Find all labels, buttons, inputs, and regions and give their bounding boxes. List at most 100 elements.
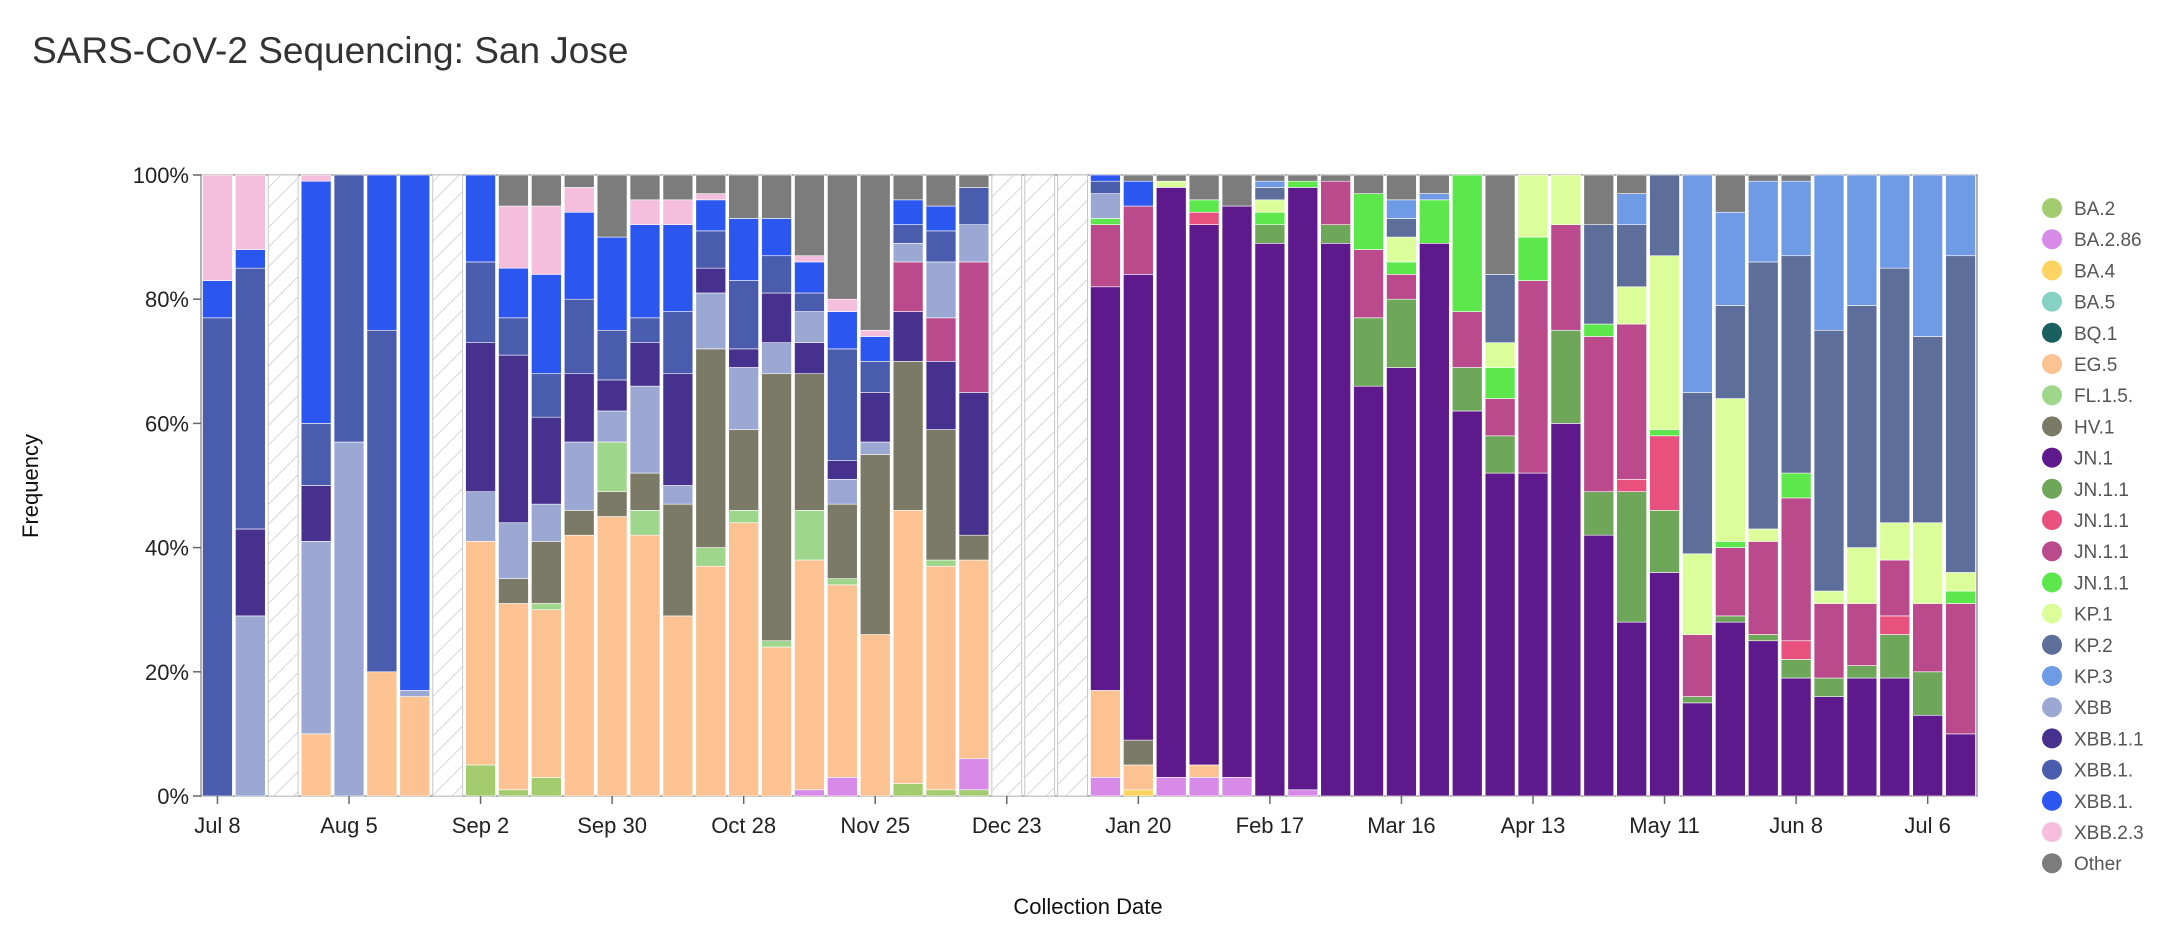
bar-segment-kp3[interactable] (1879, 174, 1911, 269)
bar-segment-jn11b[interactable] (1616, 478, 1647, 493)
week-bar[interactable] (761, 174, 792, 797)
bar-segment-jn1[interactable] (1287, 187, 1319, 791)
bar-segment-eg5[interactable] (794, 559, 825, 791)
bar-segment-xbb[interactable] (235, 615, 266, 797)
bar-segment-jn11c[interactable] (1879, 559, 1911, 617)
bar-segment-xbb11[interactable] (596, 379, 628, 412)
bar-segment-other[interactable] (1155, 174, 1187, 182)
bar-segment-other[interactable] (794, 174, 825, 257)
bar-segment-jn1[interactable] (1912, 714, 1943, 797)
bar-segment-eg5[interactable] (1188, 764, 1220, 778)
bar-segment-hv1[interactable] (761, 373, 792, 642)
bar-segment-fl15[interactable] (761, 640, 792, 648)
bar-segment-xbb1b[interactable] (662, 224, 694, 312)
week-bar[interactable] (498, 174, 529, 797)
bar-segment-xbb[interactable] (695, 292, 727, 350)
bar-segment-xbb1b[interactable] (695, 199, 727, 232)
bar-segment-xbb23[interactable] (794, 255, 825, 263)
bar-segment-kp3[interactable] (1813, 174, 1845, 331)
legend-item[interactable]: XBB.2.3 (2042, 822, 2144, 844)
legend-item[interactable]: BA.2 (2042, 198, 2115, 220)
bar-segment-xbb1a[interactable] (1090, 180, 1121, 194)
bar-segment-hv1[interactable] (827, 503, 858, 579)
legend-item[interactable]: BA.2.86 (2042, 229, 2142, 251)
bar-segment-xbb1b[interactable] (892, 199, 924, 225)
bar-segment-jn11d[interactable] (1090, 218, 1121, 225)
bar-segment-hv1[interactable] (1123, 739, 1154, 766)
bar-segment-jn11b[interactable] (1780, 640, 1812, 660)
bar-segment-jn11c[interactable] (1780, 497, 1812, 642)
bar-segment-jn1[interactable] (1123, 274, 1154, 741)
bar-segment-other[interactable] (1254, 174, 1286, 182)
bar-segment-eg5[interactable] (300, 733, 332, 797)
bar-segment-jn1[interactable] (1813, 696, 1845, 797)
bar-segment-jn1[interactable] (1254, 243, 1286, 797)
bar-segment-eg5[interactable] (892, 510, 924, 784)
legend-item[interactable]: Other (2042, 853, 2122, 875)
bar-segment-jn1[interactable] (1715, 621, 1746, 797)
week-bar[interactable] (1254, 174, 1286, 797)
bar-segment-hv1[interactable] (958, 534, 990, 561)
week-bar[interactable] (399, 174, 431, 797)
bar-segment-jn11c[interactable] (1484, 398, 1516, 437)
bar-segment-xbb1b[interactable] (563, 211, 595, 300)
bar-segment-xbb1a[interactable] (235, 267, 266, 530)
bar-segment-xbb11[interactable] (859, 392, 891, 443)
bar-segment-xbb1a[interactable] (958, 187, 990, 225)
bar-segment-xbb23[interactable] (300, 174, 332, 182)
bar-segment-other[interactable] (728, 174, 759, 219)
bar-segment-other[interactable] (1484, 174, 1516, 275)
bar-segment-jn11a[interactable] (1254, 224, 1286, 244)
bar-segment-xbb1b[interactable] (1123, 180, 1154, 207)
bar-segment-xbb23[interactable] (235, 174, 266, 250)
bar-segment-kp3[interactable] (1715, 211, 1746, 306)
bar-segment-ba286[interactable] (1155, 777, 1187, 797)
bar-segment-jn1[interactable] (1419, 243, 1450, 797)
bar-segment-xbb23[interactable] (859, 329, 891, 337)
bar-segment-eg5[interactable] (498, 603, 529, 791)
bar-segment-eg5[interactable] (925, 565, 957, 791)
bar-segment-jn1[interactable] (1649, 572, 1680, 797)
bar-segment-jn11c[interactable] (1715, 547, 1746, 617)
bar-segment-jn1[interactable] (1879, 677, 1911, 797)
bar-segment-kp3[interactable] (1780, 180, 1812, 257)
bar-segment-xbb1a[interactable] (465, 261, 496, 343)
bar-segment-jn11a[interactable] (1846, 665, 1878, 679)
bar-segment-kp2[interactable] (1813, 329, 1845, 592)
bar-segment-xbb1b[interactable] (827, 311, 858, 350)
bar-segment-eg5[interactable] (399, 696, 431, 797)
bar-segment-xbb[interactable] (629, 385, 661, 474)
bar-segment-kp2[interactable] (1879, 267, 1911, 524)
bar-segment-other[interactable] (1353, 174, 1384, 194)
bar-segment-hv1[interactable] (498, 578, 529, 604)
bar-segment-xbb23[interactable] (662, 199, 694, 225)
bar-segment-jn11c[interactable] (1353, 249, 1384, 319)
bar-segment-kp2[interactable] (1682, 392, 1713, 555)
week-bar[interactable] (563, 174, 595, 797)
bar-segment-kp2[interactable] (1912, 336, 1943, 524)
week-bar[interactable] (1813, 174, 1845, 797)
bar-segment-fl15[interactable] (695, 547, 727, 567)
bar-segment-jn11a[interactable] (1320, 224, 1351, 244)
bar-segment-jn11d[interactable] (1353, 193, 1384, 250)
bar-segment-xbb23[interactable] (629, 199, 661, 225)
bar-segment-kp3[interactable] (1747, 180, 1779, 263)
week-bar[interactable] (1155, 174, 1187, 797)
bar-segment-ba286[interactable] (1287, 789, 1319, 797)
bar-segment-eg5[interactable] (1123, 764, 1154, 791)
week-bar[interactable] (1649, 174, 1680, 797)
bar-segment-eg5[interactable] (958, 559, 990, 760)
week-bar[interactable] (1945, 174, 1976, 797)
bar-segment-jn1[interactable] (1090, 286, 1121, 691)
bar-segment-xbb1b[interactable] (202, 280, 233, 319)
bar-segment-ba2[interactable] (531, 777, 562, 797)
bar-segment-kp2[interactable] (1484, 274, 1516, 343)
legend-item[interactable]: XBB.1.1 (2042, 728, 2144, 750)
bar-segment-jn11d[interactable] (1649, 429, 1680, 437)
bar-segment-xbb1a[interactable] (366, 329, 398, 673)
bar-segment-kp1[interactable] (1155, 180, 1187, 188)
bar-segment-jn1[interactable] (1682, 702, 1713, 797)
bar-segment-eg5[interactable] (366, 671, 398, 797)
week-bar[interactable] (629, 174, 661, 797)
bar-segment-xbb23[interactable] (563, 187, 595, 213)
